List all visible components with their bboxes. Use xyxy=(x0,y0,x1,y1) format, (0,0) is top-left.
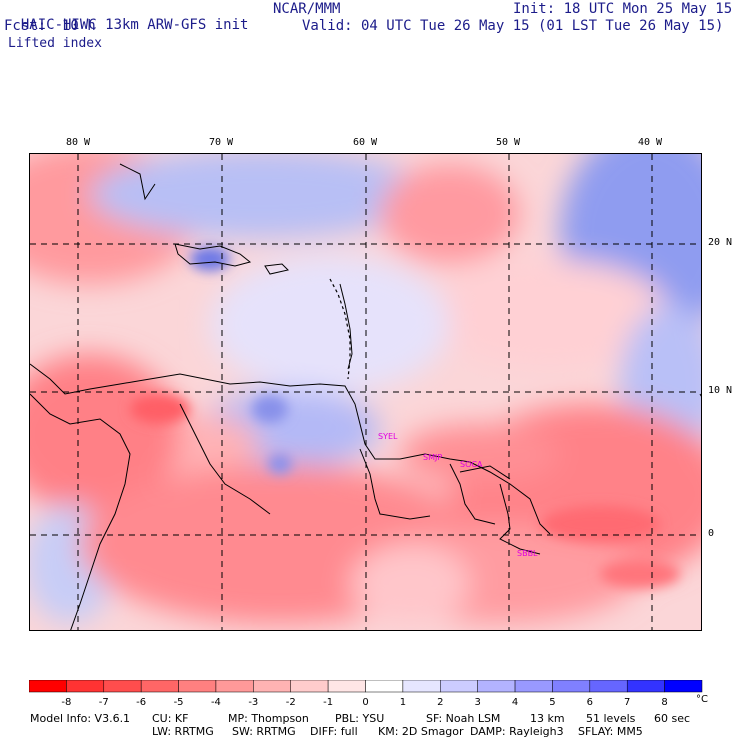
legend-swatch xyxy=(626,679,665,693)
legend-label: -6 xyxy=(136,697,146,708)
lon-tick: 80 W xyxy=(66,137,91,148)
model-info-sw: SW: RRTMG xyxy=(232,725,296,738)
model-info-lw: LW: RRTMG xyxy=(152,725,214,738)
model-info-resolution: 13 km xyxy=(530,712,565,725)
model-info-damp: DAMP: Rayleigh3 xyxy=(470,725,564,738)
legend-label: -3 xyxy=(248,697,258,708)
lat-tick: 20 N xyxy=(708,237,733,248)
legend-swatch xyxy=(589,679,628,693)
legend-label: -5 xyxy=(174,697,184,708)
model-info-timestep: 60 sec xyxy=(654,712,691,725)
legend-label: 2 xyxy=(437,697,443,708)
legend-label: 4 xyxy=(512,697,518,708)
legend-label: 6 xyxy=(587,697,593,708)
model-info-version: Model Info: V3.6.1 xyxy=(30,712,131,725)
legend-swatch xyxy=(327,679,366,693)
legend-label: 8 xyxy=(661,697,667,708)
legend-unit: °C xyxy=(696,694,708,705)
legend-swatch xyxy=(140,679,179,693)
lifted-index-map: SYEL SMJP SOCA SBBL xyxy=(29,153,702,631)
legend-swatch xyxy=(402,679,441,693)
legend-swatch xyxy=(28,679,67,693)
field-name: Lifted index xyxy=(8,36,102,51)
legend-label: -1 xyxy=(323,697,333,708)
valid-time: Valid: 04 UTC Tue 26 May 15 (01 LST Tue … xyxy=(302,18,724,34)
legend-label: -8 xyxy=(61,697,71,708)
legend-label: 3 xyxy=(474,697,480,708)
legend-swatch xyxy=(253,679,291,693)
lon-tick: 40 W xyxy=(638,137,663,148)
model-info-pbl: PBL: YSU xyxy=(335,712,385,725)
legend-swatch xyxy=(66,679,105,693)
station-label: SOCA xyxy=(460,460,483,469)
model-title: HAIC-HIWC 13km ARW-GFS init xyxy=(20,17,249,33)
legend-swatch xyxy=(290,679,329,693)
legend-swatch xyxy=(103,679,142,693)
org-label: NCAR/MMM xyxy=(273,1,341,17)
legend-label: -2 xyxy=(286,697,296,708)
legend-swatch xyxy=(552,679,591,693)
lat-tick: 10 N xyxy=(708,385,733,396)
model-info-diff: DIFF: full xyxy=(310,725,358,738)
lon-tick: 70 W xyxy=(209,137,234,148)
lon-tick: 50 W xyxy=(496,137,521,148)
forecast-label: Fcst: xyxy=(4,18,47,34)
model-info-sf: SF: Noah LSM xyxy=(426,712,501,725)
legend-swatch xyxy=(365,679,404,693)
model-info-cu: CU: KF xyxy=(152,712,189,725)
station-label: SYEL xyxy=(378,432,398,441)
legend-swatch xyxy=(514,679,553,693)
model-info-mp: MP: Thompson xyxy=(228,712,309,725)
legend-swatch xyxy=(178,679,217,693)
legend-label: -7 xyxy=(99,697,109,708)
legend-swatch xyxy=(215,679,254,693)
model-info-sflay: SFLAY: MM5 xyxy=(578,725,643,738)
legend-label: 7 xyxy=(624,697,630,708)
legend-swatch xyxy=(440,679,478,693)
legend-swatch xyxy=(477,679,516,693)
legend-label: 1 xyxy=(400,697,406,708)
legend-swatch xyxy=(664,679,703,693)
legend-label: -4 xyxy=(211,697,221,708)
legend-label: 5 xyxy=(549,697,555,708)
model-info-km: KM: 2D Smagor xyxy=(378,725,464,738)
init-time: Init: 18 UTC Mon 25 May 15 xyxy=(513,1,733,17)
model-info-levels: 51 levels xyxy=(586,712,636,725)
lat-tick: 0 xyxy=(708,528,715,539)
legend-label: 0 xyxy=(362,697,368,708)
lon-tick: 60 W xyxy=(353,137,378,148)
color-legend: -8 -7 -6 -5 -4 -3 -2 -1 0 1 2 3 4 5 6 7 8 xyxy=(28,679,739,714)
forecast-hour: 10 h xyxy=(62,18,96,34)
station-label: SMJP xyxy=(423,453,442,462)
station-label: SBBL xyxy=(517,549,538,558)
